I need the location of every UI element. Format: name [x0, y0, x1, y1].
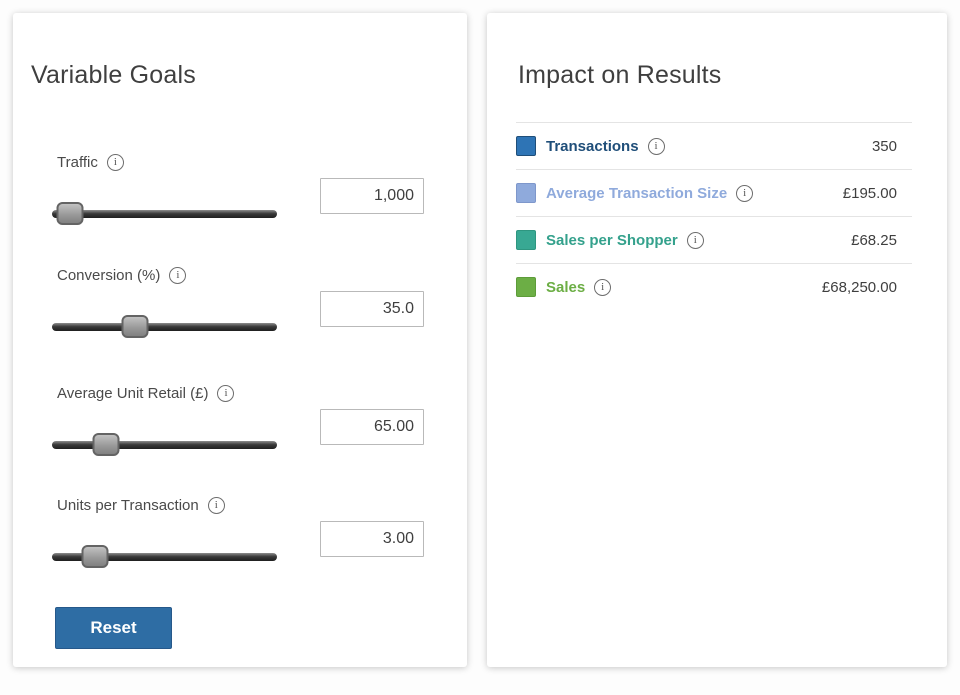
info-icon[interactable]: i [736, 184, 754, 202]
sales-label: Sales [546, 278, 586, 296]
sales-swatch [516, 277, 536, 297]
impact-row-sales-per-shopper: Sales per Shopper i £68.25 [516, 216, 912, 263]
impact-list: Transactions i 350 Average Transaction S… [516, 122, 912, 310]
impact-row-transactions: Transactions i 350 [516, 122, 912, 169]
slider-handle[interactable] [121, 315, 149, 338]
info-icon[interactable]: i [217, 385, 235, 402]
units-per-transaction-value-input[interactable] [320, 521, 424, 557]
slider-label-conversion: Conversion (%) [57, 267, 161, 284]
info-icon[interactable]: i [594, 278, 612, 296]
average-transaction-size-label: Average Transaction Size [546, 184, 728, 202]
units-per-transaction-slider[interactable] [52, 545, 277, 568]
slider-label-traffic: Traffic [57, 154, 98, 171]
slider-handle[interactable] [81, 545, 109, 568]
info-icon[interactable]: i [106, 154, 124, 171]
traffic-value-input[interactable] [320, 178, 424, 214]
slider-group-conversion: Conversion (%) i [52, 267, 436, 367]
slider-group-units-per-transaction: Units per Transaction i [52, 497, 436, 597]
slider-track[interactable] [52, 323, 277, 331]
slider-group-average-unit-retail: Average Unit Retail (£) i [52, 385, 436, 485]
conversion-slider[interactable] [52, 315, 277, 338]
variable-goals-title: Variable Goals [31, 61, 196, 89]
slider-track[interactable] [52, 210, 277, 218]
impact-row-average-transaction-size: Average Transaction Size i £195.00 [516, 169, 912, 216]
slider-label-average-unit-retail: Average Unit Retail (£) [57, 385, 209, 402]
impact-row-sales: Sales i £68,250.00 [516, 263, 912, 310]
info-icon[interactable]: i [169, 267, 187, 284]
average-unit-retail-slider[interactable] [52, 433, 277, 456]
impact-on-results-panel: Impact on Results Transactions i 350 Ave… [487, 13, 947, 667]
info-icon[interactable]: i [686, 231, 704, 249]
slider-track[interactable] [52, 441, 277, 449]
transactions-value: 350 [871, 137, 897, 155]
conversion-value-input[interactable] [320, 291, 424, 327]
average-unit-retail-value-input[interactable] [320, 409, 424, 445]
info-icon[interactable]: i [647, 137, 665, 155]
transactions-swatch [516, 136, 536, 156]
slider-group-traffic: Traffic i [52, 154, 436, 254]
info-icon[interactable]: i [207, 497, 225, 514]
sales-per-shopper-value: £68.25 [851, 231, 897, 249]
variable-goals-panel: Variable Goals Traffic i Conversion (%) … [13, 13, 467, 667]
transactions-label: Transactions [546, 137, 639, 155]
average-transaction-size-swatch [516, 183, 536, 203]
sales-value: £68,250.00 [821, 278, 897, 296]
reset-button[interactable]: Reset [55, 607, 172, 649]
slider-track[interactable] [52, 553, 277, 561]
slider-handle[interactable] [92, 433, 120, 456]
sales-per-shopper-label: Sales per Shopper [546, 231, 678, 249]
impact-on-results-title: Impact on Results [518, 61, 722, 89]
slider-label-units-per-transaction: Units per Transaction [57, 497, 199, 514]
traffic-slider[interactable] [52, 202, 277, 225]
average-transaction-size-value: £195.00 [842, 184, 897, 202]
slider-handle[interactable] [56, 202, 84, 225]
sales-per-shopper-swatch [516, 230, 536, 250]
